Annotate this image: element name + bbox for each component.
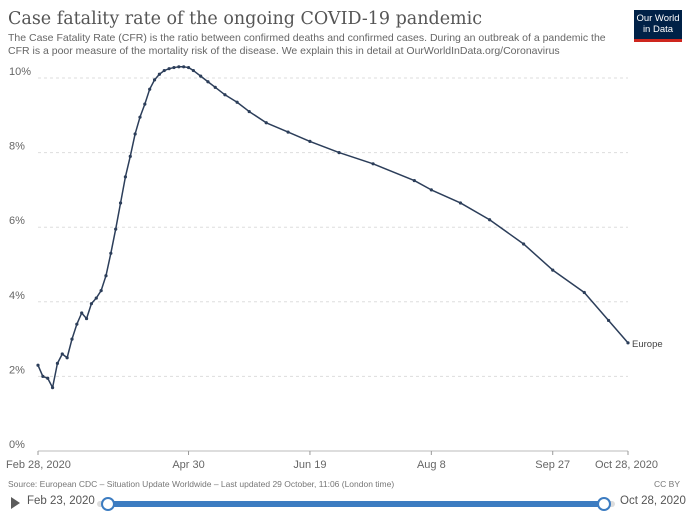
data-point <box>172 65 176 70</box>
data-point <box>138 115 142 119</box>
data-point <box>199 74 203 78</box>
data-point <box>206 80 210 84</box>
data-point <box>94 296 98 300</box>
timeline-control: Feb 23, 2020 Oct 28, 2020 <box>0 493 690 515</box>
y-tick-label: 10% <box>9 66 31 78</box>
y-tick-label: 8% <box>9 141 25 153</box>
chart-title: Case fatality rate of the ongoing COVID-… <box>8 9 483 29</box>
timeline-range-fill <box>108 501 606 507</box>
data-point <box>143 102 147 106</box>
timeline-start-handle[interactable] <box>101 497 115 511</box>
data-point <box>412 178 416 183</box>
data-point <box>521 242 526 246</box>
data-point <box>148 87 152 91</box>
data-point <box>626 341 630 345</box>
data-point <box>36 363 40 367</box>
data-point <box>167 67 171 71</box>
data-point <box>286 130 290 134</box>
data-point <box>337 151 341 155</box>
data-point <box>65 356 69 360</box>
data-point <box>429 188 433 192</box>
logo-line-2: in Data <box>642 24 674 35</box>
data-point <box>308 139 312 144</box>
data-point <box>109 251 113 255</box>
source-note[interactable]: Source: European CDC – Situation Update … <box>8 479 395 489</box>
data-point <box>162 68 166 73</box>
play-icon[interactable] <box>11 497 20 509</box>
data-point <box>157 72 161 76</box>
license-label[interactable]: CC BY <box>654 479 680 489</box>
timeline-start-label: Feb 23, 2020 <box>27 495 95 507</box>
y-tick-label: 4% <box>9 290 25 302</box>
y-tick-label: 6% <box>9 215 25 227</box>
logo-line-1: Our World <box>636 13 680 24</box>
data-point <box>186 65 191 70</box>
chart-subtitle: The Case Fatality Rate (CFR) is the rati… <box>8 32 606 57</box>
data-point <box>247 109 251 114</box>
data-point <box>213 85 217 89</box>
data-point <box>99 289 103 293</box>
data-point <box>152 78 157 82</box>
data-point <box>582 290 586 295</box>
data-point <box>118 201 123 205</box>
timeline-track[interactable] <box>97 497 615 511</box>
data-point <box>235 100 239 104</box>
data-point <box>46 376 50 380</box>
data-point <box>128 154 132 158</box>
y-tick-label: 2% <box>9 364 25 376</box>
x-tick-label: Sep 27 <box>535 459 570 471</box>
x-tick-label: Oct 28, 2020 <box>595 459 658 471</box>
data-point <box>458 201 463 205</box>
x-tick-label: Feb 28, 2020 <box>6 459 71 471</box>
data-point <box>123 175 128 179</box>
data-point <box>114 227 118 231</box>
data-point <box>84 316 89 321</box>
x-tick-label: Apr 30 <box>172 459 204 471</box>
data-point <box>182 65 186 69</box>
line-chart: 0% 2% 4% 6% 8% 10% Feb 28, 2020 Apr 30 Jun 19 Aug… <box>6 65 663 471</box>
data-point <box>551 268 555 272</box>
data-point <box>75 322 79 326</box>
data-point <box>104 274 108 278</box>
timeline-end-handle[interactable] <box>597 497 611 511</box>
data-point <box>80 311 84 315</box>
data-point <box>41 374 45 378</box>
data-point <box>50 385 55 390</box>
data-point <box>606 318 611 323</box>
y-tick-label: 0% <box>9 439 25 451</box>
x-tick-label: Aug 8 <box>417 459 446 471</box>
data-point <box>70 337 74 341</box>
data-point <box>89 302 94 306</box>
data-point <box>60 352 64 356</box>
data-point <box>177 65 181 69</box>
timeline-end-label: Oct 28, 2020 <box>620 495 686 507</box>
data-point <box>55 361 60 365</box>
data-point <box>488 218 492 222</box>
data-point <box>191 68 195 73</box>
data-point <box>133 132 137 136</box>
series-label-europe: Europe <box>632 339 663 350</box>
data-point <box>264 121 268 125</box>
x-tick-label: Jun 19 <box>293 459 326 471</box>
data-point <box>223 93 227 97</box>
owid-logo[interactable]: Our World in Data <box>634 10 682 42</box>
data-point <box>371 162 375 166</box>
